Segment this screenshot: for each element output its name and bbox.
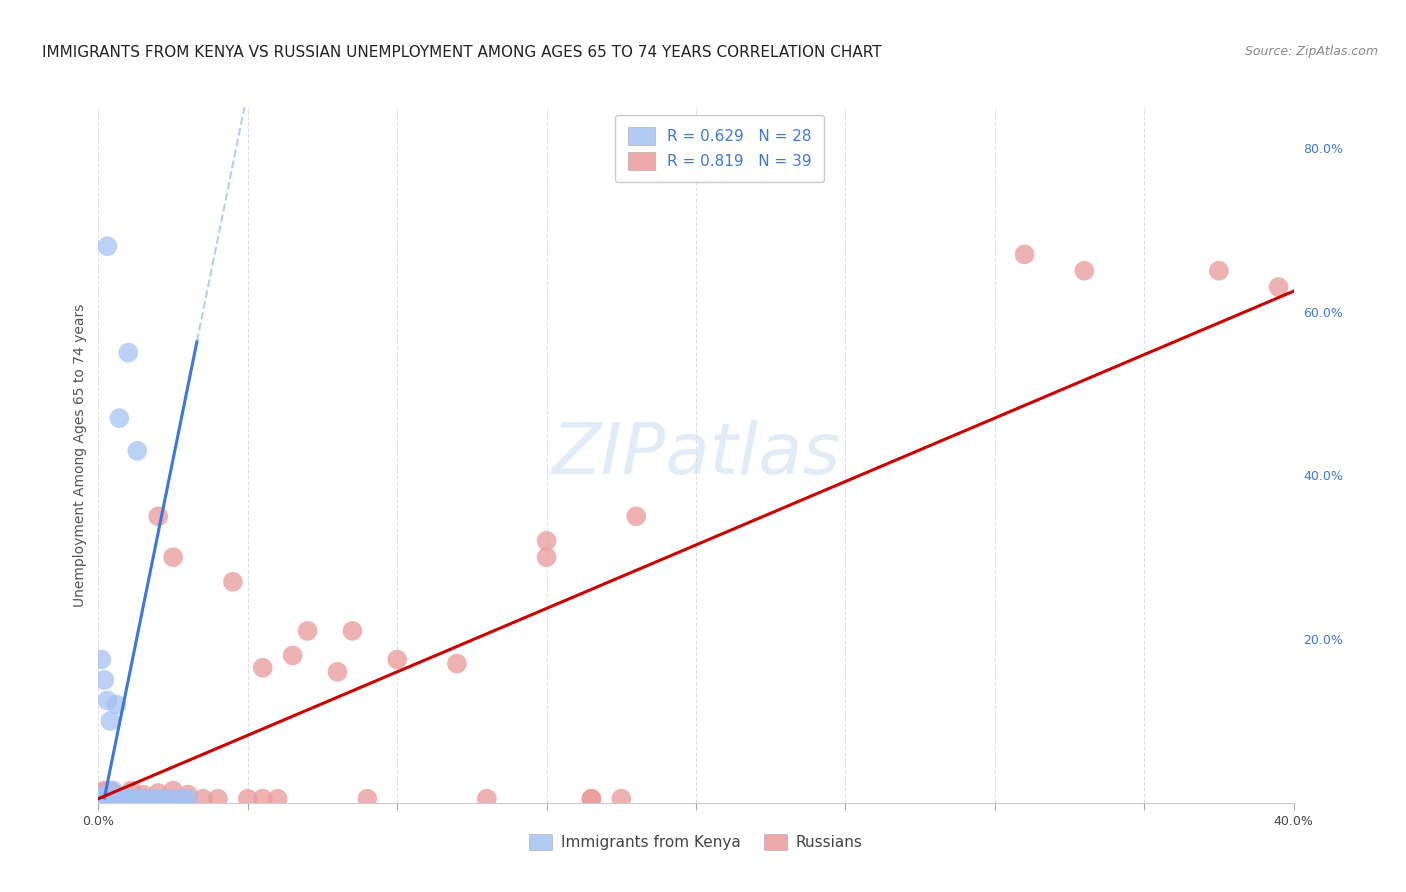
Point (267, 791, 290, 805)
Point (132, 788, 155, 802)
Point (93, 783, 115, 797)
Point (96, 791, 118, 805)
Legend: Immigrants from Kenya, Russians: Immigrants from Kenya, Russians (522, 827, 870, 858)
Point (141, 791, 163, 805)
Point (177, 788, 200, 802)
Text: Source: ZipAtlas.com: Source: ZipAtlas.com (1244, 45, 1378, 58)
Point (117, 791, 139, 805)
Point (98, 783, 122, 797)
Point (385, 652, 409, 666)
Point (610, 791, 633, 805)
Point (141, 791, 163, 805)
Point (281, 648, 304, 663)
Y-axis label: Unemployment Among Ages 65 to 74 years: Unemployment Among Ages 65 to 74 years (73, 303, 87, 607)
Point (105, 791, 128, 805)
Point (96, 693, 118, 707)
Point (162, 791, 184, 805)
Point (1267, 280, 1289, 294)
Point (120, 791, 142, 805)
Point (103, 791, 125, 805)
Point (120, 783, 142, 797)
Point (93, 788, 115, 802)
Point (297, 624, 319, 638)
Point (96, 786, 118, 800)
Point (127, 443, 149, 458)
Point (1208, 264, 1230, 278)
Point (536, 533, 558, 548)
Point (475, 791, 498, 805)
Point (252, 661, 274, 675)
Point (356, 791, 378, 805)
Point (162, 783, 184, 797)
Point (93, 791, 115, 805)
Point (191, 791, 214, 805)
Point (162, 550, 184, 565)
Point (111, 791, 134, 805)
Point (581, 791, 603, 805)
Point (153, 791, 176, 805)
Point (89, 791, 111, 805)
Point (132, 791, 155, 805)
Point (172, 791, 194, 805)
Point (536, 550, 558, 565)
Point (90, 791, 112, 805)
Point (108, 791, 131, 805)
Point (148, 791, 170, 805)
Point (108, 791, 131, 805)
Point (105, 698, 128, 712)
Point (326, 665, 349, 679)
Point (1073, 264, 1095, 278)
Point (103, 791, 125, 805)
Point (103, 783, 125, 797)
Point (96, 239, 118, 253)
Point (98, 791, 122, 805)
Text: ZIPatlas: ZIPatlas (551, 420, 841, 490)
Point (114, 791, 136, 805)
Point (177, 791, 200, 805)
Point (626, 509, 648, 524)
Point (91, 791, 114, 805)
Point (207, 791, 229, 805)
Point (90, 791, 112, 805)
Point (117, 791, 139, 805)
Point (222, 574, 245, 589)
Point (1014, 247, 1036, 261)
Point (90, 652, 112, 666)
Point (93, 673, 115, 687)
Point (114, 791, 136, 805)
Point (148, 786, 170, 800)
Point (172, 791, 194, 805)
Point (105, 791, 128, 805)
Point (342, 624, 364, 638)
Point (581, 791, 603, 805)
Point (98, 714, 122, 728)
Point (111, 791, 134, 805)
Point (108, 411, 131, 425)
Point (153, 791, 176, 805)
Point (236, 791, 259, 805)
Point (252, 791, 274, 805)
Point (103, 786, 125, 800)
Point (148, 509, 170, 524)
Point (98, 791, 122, 805)
Point (90, 786, 112, 800)
Point (446, 657, 468, 671)
Point (96, 791, 118, 805)
Point (117, 345, 139, 359)
Text: IMMIGRANTS FROM KENYA VS RUSSIAN UNEMPLOYMENT AMONG AGES 65 TO 74 YEARS CORRELAT: IMMIGRANTS FROM KENYA VS RUSSIAN UNEMPLO… (42, 45, 882, 60)
Point (127, 791, 149, 805)
Point (127, 791, 149, 805)
Point (93, 791, 115, 805)
